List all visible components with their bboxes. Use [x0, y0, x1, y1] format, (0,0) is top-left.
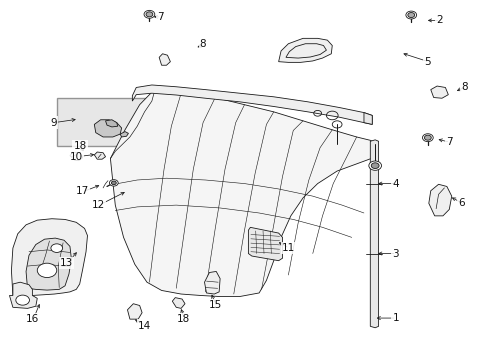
Polygon shape — [9, 282, 37, 309]
Polygon shape — [127, 304, 142, 319]
Polygon shape — [132, 85, 371, 125]
Circle shape — [144, 10, 155, 18]
Polygon shape — [159, 54, 170, 65]
Text: 2: 2 — [435, 15, 442, 26]
Circle shape — [51, 244, 62, 252]
Text: 4: 4 — [391, 179, 398, 189]
Polygon shape — [428, 184, 451, 216]
Text: 3: 3 — [391, 248, 398, 258]
Text: 15: 15 — [208, 300, 222, 310]
Text: 17: 17 — [76, 186, 89, 197]
Circle shape — [109, 180, 118, 186]
Polygon shape — [110, 90, 370, 297]
Text: 9: 9 — [50, 118, 57, 128]
Text: 18: 18 — [177, 314, 190, 324]
Polygon shape — [120, 132, 128, 137]
Bar — [57, 98, 154, 146]
Polygon shape — [11, 219, 87, 296]
Text: 6: 6 — [457, 198, 464, 208]
Polygon shape — [26, 238, 71, 290]
Circle shape — [111, 181, 116, 185]
Text: 5: 5 — [423, 57, 430, 67]
Text: 8: 8 — [461, 82, 467, 92]
Polygon shape — [70, 152, 82, 161]
Circle shape — [368, 161, 381, 170]
Circle shape — [422, 134, 432, 141]
Circle shape — [405, 11, 416, 19]
Polygon shape — [248, 227, 282, 261]
Text: 7: 7 — [445, 138, 452, 147]
Circle shape — [370, 163, 378, 168]
Circle shape — [16, 295, 29, 305]
Text: 1: 1 — [391, 313, 398, 323]
Text: 7: 7 — [157, 12, 163, 22]
Text: 16: 16 — [26, 314, 39, 324]
Polygon shape — [278, 39, 331, 62]
Text: 11: 11 — [281, 243, 294, 253]
Polygon shape — [369, 140, 378, 328]
Polygon shape — [105, 120, 118, 127]
Polygon shape — [363, 113, 371, 125]
Circle shape — [407, 13, 414, 18]
Text: 13: 13 — [60, 258, 73, 268]
Text: 10: 10 — [70, 152, 82, 162]
Polygon shape — [204, 271, 220, 294]
Circle shape — [424, 135, 430, 140]
Circle shape — [37, 263, 57, 278]
Polygon shape — [94, 120, 122, 137]
Polygon shape — [94, 152, 105, 159]
Text: 8: 8 — [199, 40, 206, 49]
Text: 14: 14 — [138, 321, 151, 330]
Circle shape — [146, 12, 153, 17]
Polygon shape — [430, 86, 447, 98]
Text: 12: 12 — [91, 200, 104, 210]
Polygon shape — [172, 298, 184, 309]
Text: 18: 18 — [73, 141, 87, 151]
